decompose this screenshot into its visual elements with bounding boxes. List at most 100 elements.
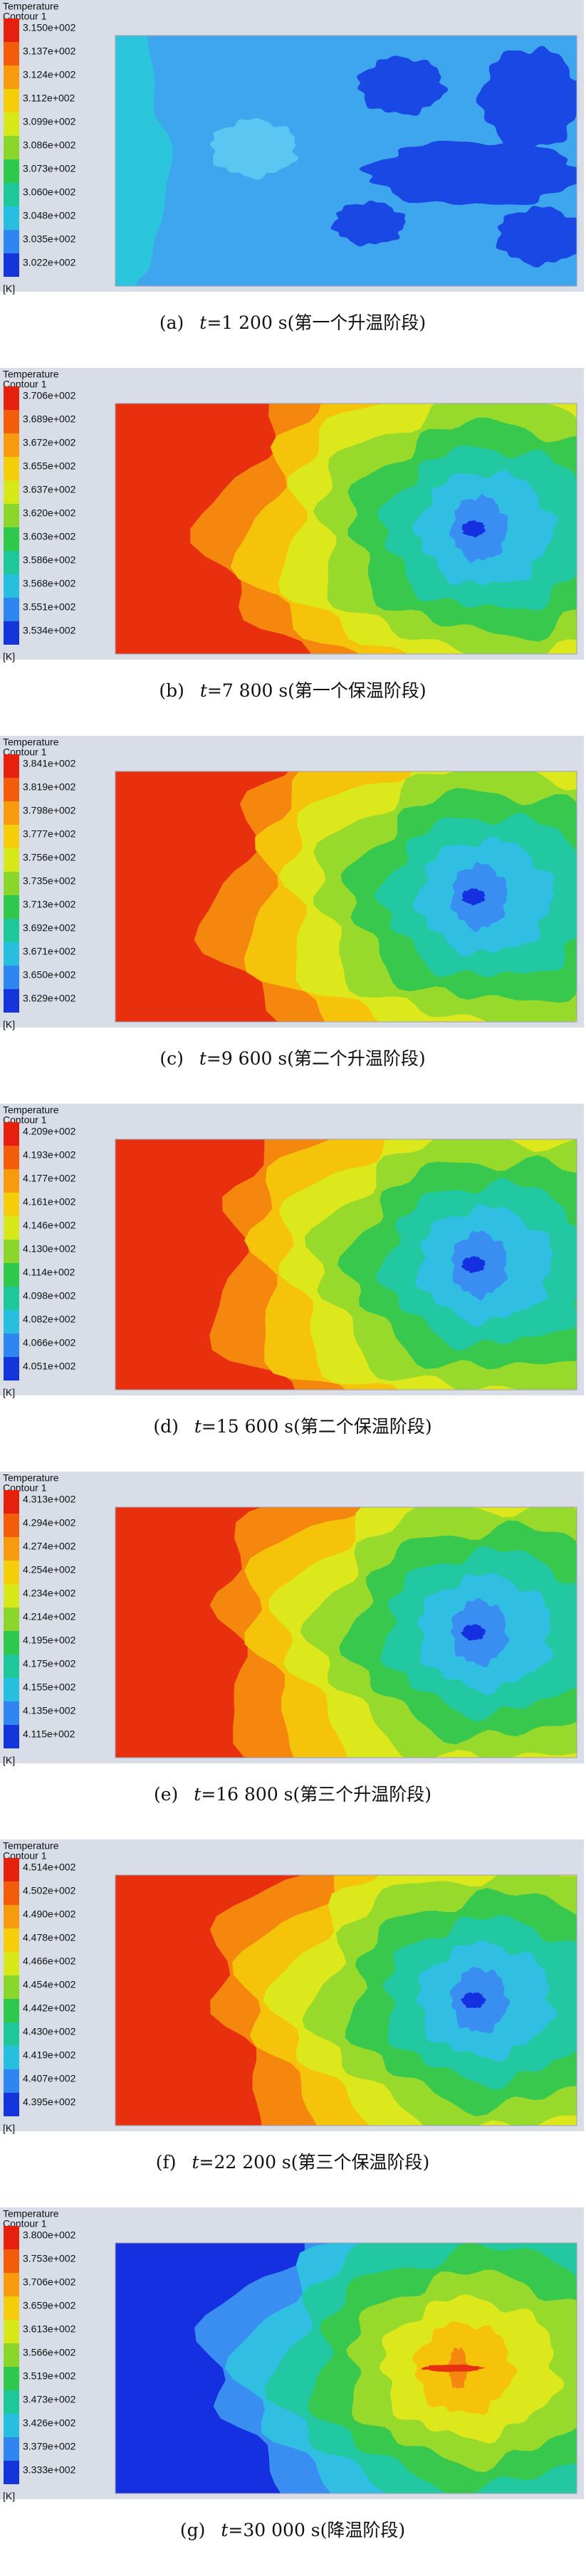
plot-frame <box>115 1874 577 2126</box>
legend-swatch <box>4 2046 19 2069</box>
legend-label: 3.798e+002 <box>23 805 76 816</box>
plot-frame <box>115 771 577 1023</box>
legend-label: 3.048e+002 <box>23 210 76 221</box>
contour-band <box>115 36 173 286</box>
legend-swatch <box>4 1584 19 1608</box>
legend-swatch <box>4 2069 19 2093</box>
contour-plot <box>115 403 577 654</box>
legend-swatch <box>4 1514 19 1537</box>
legend-swatch <box>4 2343 19 2367</box>
legend-swatch <box>4 1561 19 1584</box>
caption-variable: t <box>200 680 208 701</box>
caption-variable: t <box>199 1048 207 1069</box>
legend-label: 3.637e+002 <box>23 484 76 495</box>
contour-band <box>461 888 486 906</box>
legend-label: 4.175e+002 <box>23 1658 76 1669</box>
legend-label: 4.274e+002 <box>23 1541 76 1552</box>
legend-swatch <box>4 1975 19 1999</box>
legend-label: 3.777e+002 <box>23 828 76 840</box>
caption-text: =16 800 s(第三个升温阶段) <box>201 1784 431 1805</box>
legend-label: 4.051e+002 <box>23 1361 76 1372</box>
legend-label: 4.478e+002 <box>23 1932 76 1943</box>
caption-text: =22 200 s(第三个保温阶段) <box>199 2152 430 2173</box>
contour-plot <box>115 2243 577 2493</box>
legend-swatch <box>4 2367 19 2390</box>
legend-swatch <box>4 2273 19 2296</box>
legend-swatch <box>4 42 19 65</box>
legend-label: 3.566e+002 <box>23 2347 76 2358</box>
legend-swatch <box>4 966 19 989</box>
legend-label: 4.209e+002 <box>23 1126 76 1137</box>
legend-label: 3.534e+002 <box>23 625 76 636</box>
legend-swatch <box>4 504 19 527</box>
caption-label: (c) <box>159 1048 184 1069</box>
contour-band <box>496 206 577 268</box>
caption: (d) t=15 600 s(第二个保温阶段) <box>153 1416 431 1437</box>
legend-label: 4.395e+002 <box>23 2096 76 2108</box>
legend-swatch <box>4 159 19 183</box>
plot-frame <box>115 35 577 287</box>
legend-label: 4.430e+002 <box>23 2026 76 2037</box>
caption-variable: t <box>194 1416 202 1437</box>
legend-label: 3.150e+002 <box>23 22 76 33</box>
legend-label: 3.073e+002 <box>23 163 76 174</box>
legend-swatch <box>4 1905 19 1928</box>
caption-label: (d) <box>153 1416 179 1437</box>
legend-label: 4.195e+002 <box>23 1635 76 1646</box>
legend-unit: [K] <box>3 2491 15 2502</box>
legend-label: 4.146e+002 <box>23 1220 76 1231</box>
legend-label: 3.099e+002 <box>23 116 76 127</box>
caption-variable: t <box>221 2520 229 2540</box>
legend-swatch <box>4 574 19 598</box>
contour-band <box>461 1624 486 1641</box>
legend-label: 3.650e+002 <box>23 969 76 981</box>
legend-unit: [K] <box>3 283 15 295</box>
legend-title: Temperature <box>3 369 59 380</box>
caption: (f) t=22 200 s(第三个保温阶段) <box>156 2152 430 2173</box>
legend-swatch <box>4 1216 19 1240</box>
legend-swatch <box>4 2390 19 2414</box>
legend-swatch <box>4 1169 19 1193</box>
legend-label: 3.706e+002 <box>23 390 76 401</box>
legend-swatch <box>4 848 19 872</box>
legend-label: 3.620e+002 <box>23 507 76 519</box>
legend-label: 4.214e+002 <box>23 1611 76 1622</box>
legend-label: 4.294e+002 <box>23 1517 76 1529</box>
legend-label: 3.689e+002 <box>23 413 76 425</box>
legend-title: Temperature <box>3 2208 59 2219</box>
legend-title: Temperature <box>3 1 59 12</box>
legend-swatch <box>4 1537 19 1561</box>
legend-swatch <box>4 527 19 551</box>
legend-label: 3.692e+002 <box>23 922 76 934</box>
legend-swatch <box>4 1310 19 1334</box>
legend-swatch <box>4 1678 19 1701</box>
legend-swatch <box>4 2249 19 2273</box>
legend-swatch <box>4 457 19 480</box>
legend-swatch <box>4 253 19 277</box>
legend-swatch <box>4 1287 19 1310</box>
legend-label: 3.841e+002 <box>23 758 76 769</box>
legend-swatch <box>4 112 19 136</box>
plot-frame <box>115 403 577 655</box>
legend-label: 3.333e+002 <box>23 2464 76 2476</box>
legend-label: 3.753e+002 <box>23 2253 76 2264</box>
legend-swatch <box>4 2093 19 2116</box>
legend-swatch <box>4 19 19 42</box>
legend-label: 4.177e+002 <box>23 1173 76 1184</box>
legend-label: 3.613e+002 <box>23 2323 76 2335</box>
legend-swatch <box>4 433 19 457</box>
caption: (a) t=1 200 s(第一个升温阶段) <box>159 312 426 333</box>
caption-text: =7 800 s(第一个保温阶段) <box>207 680 427 701</box>
legend-label: 3.706e+002 <box>23 2276 76 2288</box>
contour-plot <box>115 1875 577 2126</box>
legend-label: 4.066e+002 <box>23 1337 76 1348</box>
legend-label: 4.155e+002 <box>23 1682 76 1693</box>
caption-text: =1 200 s(第一个升温阶段) <box>206 312 426 333</box>
legend-swatch <box>4 2437 19 2461</box>
legend-label: 3.086e+002 <box>23 139 76 151</box>
